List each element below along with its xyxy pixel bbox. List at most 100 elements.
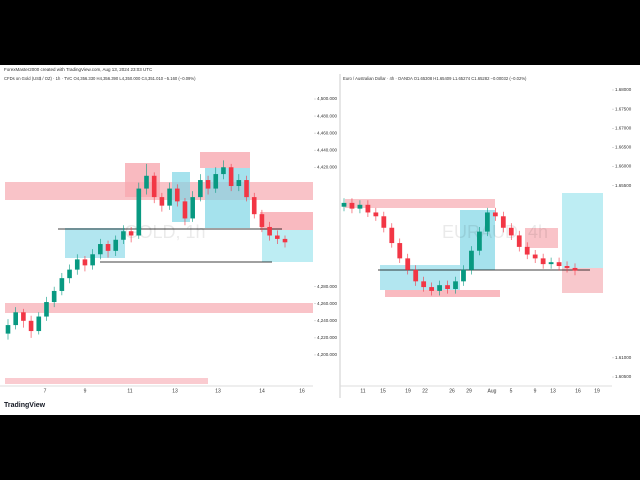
x-tick-label: 19 [594, 388, 600, 394]
x-tick-label: 22 [422, 388, 428, 394]
x-tick-label: 11 [127, 388, 132, 394]
candle-body [492, 212, 498, 217]
y-tick-label: 1.61000 [615, 355, 632, 360]
y-tick-label: 4,480.000 [317, 113, 338, 118]
y-tick-label: 4,440.000 [317, 147, 338, 152]
candle-body [44, 302, 49, 317]
candle-body [205, 180, 211, 189]
candle-body [98, 244, 103, 255]
x-tick-label: 14 [259, 388, 265, 394]
candle-body [74, 259, 80, 270]
candle-body [373, 212, 379, 217]
y-tick-label: 1.66000 [615, 164, 632, 169]
candle-body [182, 201, 188, 219]
y-tick-label: 4,240.000 [317, 318, 338, 323]
candle-body [121, 231, 126, 240]
candle-body [90, 254, 95, 266]
y-tick-label: 1.67000 [615, 125, 632, 130]
x-tick-label: 13 [172, 388, 178, 394]
y-tick-label: 1.66500 [615, 145, 632, 150]
candle-body [397, 243, 403, 259]
x-tick-label: 9 [84, 388, 87, 394]
zone [385, 290, 500, 297]
candle-body [389, 227, 395, 244]
candle-body [437, 285, 442, 291]
candle-body [500, 216, 506, 228]
zone [260, 212, 313, 230]
candle-body [540, 258, 546, 265]
candle-body [484, 212, 490, 232]
zone [205, 168, 250, 228]
candle-body [13, 312, 19, 326]
y-tick-label: 1.68000 [615, 87, 632, 92]
candle-body [413, 269, 419, 282]
candle-body [144, 175, 149, 189]
y-tick-label: 4,200.000 [317, 352, 338, 357]
zone [562, 268, 603, 293]
candle-body [572, 267, 578, 271]
y-tick-label: 4,260.000 [317, 301, 338, 306]
candle-body [151, 175, 157, 198]
candle-body [36, 316, 42, 332]
x-tick-label: 19 [405, 388, 411, 394]
candle-body [365, 204, 371, 213]
candle-body [548, 262, 554, 265]
candle-body [469, 250, 474, 270]
candle-body [564, 266, 570, 268]
zone [200, 152, 250, 168]
zone [5, 303, 313, 313]
candle-body [381, 216, 387, 228]
chart-title: CFDs on Gold (US$ / OZ) · 1h · TVC O4,35… [4, 76, 196, 81]
x-tick-label: 11 [360, 388, 365, 394]
candle-body [51, 290, 57, 303]
candle-body [429, 287, 435, 291]
candle-body [532, 254, 538, 259]
candle-body [21, 312, 26, 321]
y-tick-label: 4,280.000 [317, 284, 338, 289]
chart-title: Euro / Australian Dollar · 4h · OANDA O1… [343, 76, 527, 81]
y-tick-label: 1.60500 [615, 374, 632, 379]
candle-body [190, 197, 195, 219]
x-tick-label: 26 [449, 388, 455, 394]
candle-body [421, 281, 427, 288]
y-tick-label: 1.67500 [615, 106, 632, 111]
zone [172, 172, 190, 222]
zone [525, 228, 558, 248]
candle-body [221, 167, 226, 175]
candle-body [274, 235, 280, 239]
x-tick-label: 5 [510, 388, 513, 394]
y-tick-label: 4,460.000 [317, 130, 338, 135]
zone [345, 199, 495, 208]
candle-body [405, 258, 411, 270]
header: ForexMaster2000 created with TradingView… [4, 67, 153, 72]
candle-body [228, 167, 234, 187]
x-tick-label: 9 [534, 388, 537, 394]
watermark: GOLD, 1h [124, 222, 205, 242]
candle-body [82, 259, 88, 266]
y-tick-label: 4,220.000 [317, 335, 338, 340]
candle-body [516, 235, 522, 247]
x-tick-label: 29 [466, 388, 472, 394]
candle-body [259, 214, 265, 227]
logo: TradingView [4, 402, 46, 409]
zone [562, 193, 603, 268]
right-zones [345, 193, 603, 297]
y-tick-label: 4,420.000 [317, 164, 338, 169]
candle-body [128, 231, 134, 236]
candle-body [113, 239, 119, 251]
candle-body [556, 262, 562, 267]
candle-body [453, 281, 458, 289]
candle-body [461, 269, 466, 282]
candle-body [28, 320, 34, 332]
candle-body [282, 238, 288, 243]
x-tick-label: 7 [44, 388, 47, 394]
candle-body [251, 197, 257, 215]
zone [5, 378, 208, 384]
y-tick-label: 4,500.000 [317, 96, 338, 101]
candle-body [508, 227, 514, 236]
candle-body [341, 202, 347, 207]
candle-body [67, 269, 72, 279]
x-tick-label: 16 [299, 388, 305, 394]
candle-body [5, 325, 11, 334]
